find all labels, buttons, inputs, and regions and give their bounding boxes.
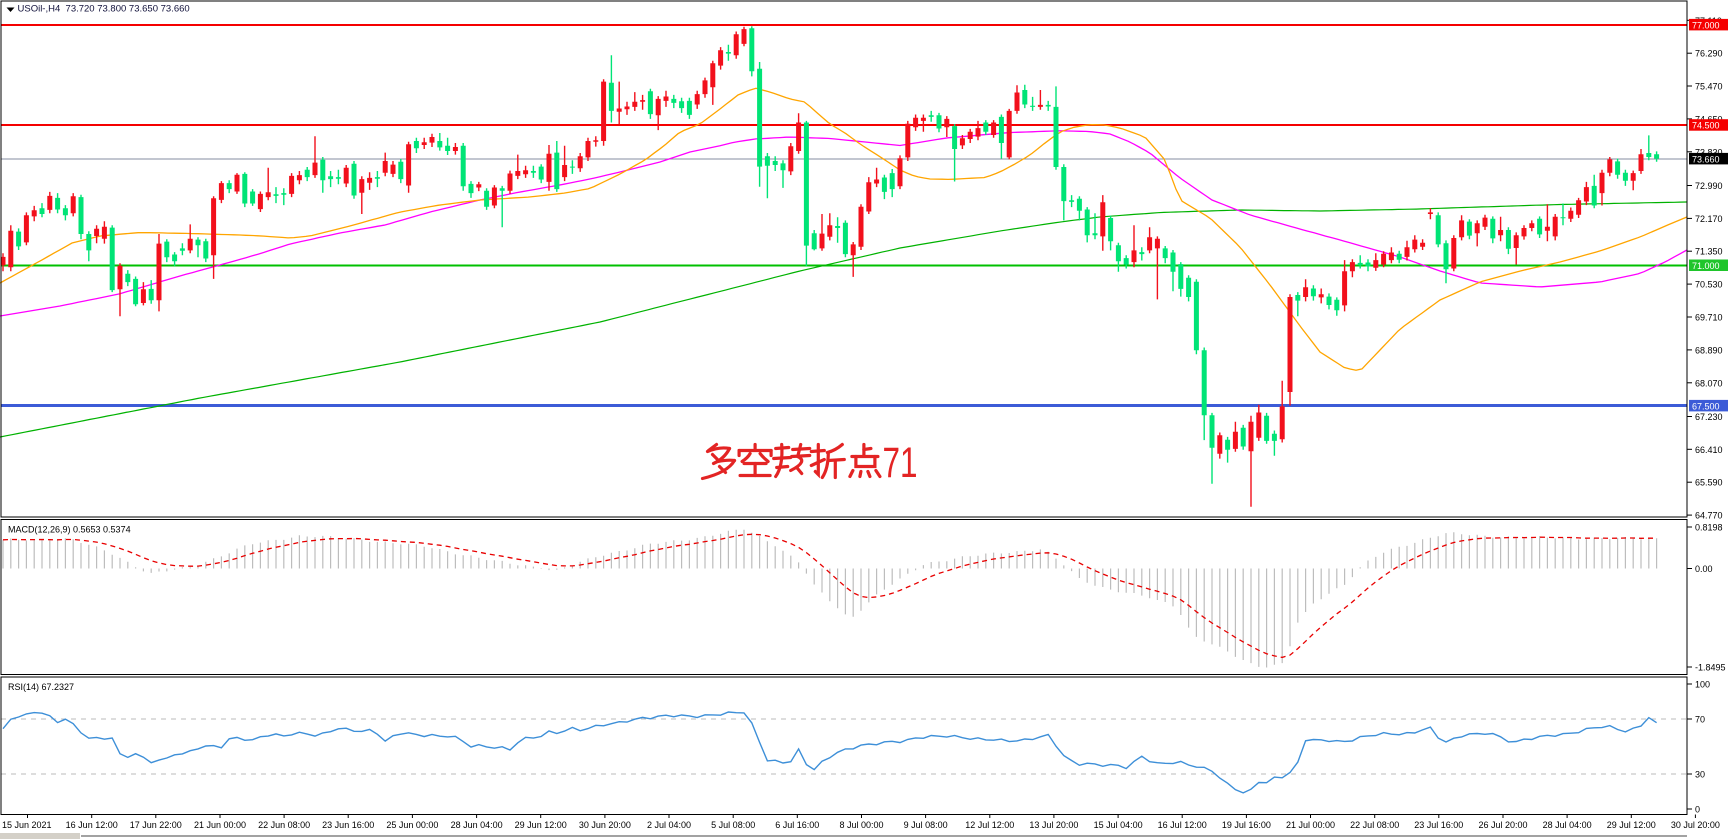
svg-text:72.990: 72.990 bbox=[1695, 181, 1723, 191]
svg-text:22 Jul 08:00: 22 Jul 08:00 bbox=[1350, 820, 1399, 830]
svg-text:RSI(14) 67.2327: RSI(14) 67.2327 bbox=[8, 682, 74, 692]
svg-text:76.290: 76.290 bbox=[1695, 49, 1723, 59]
svg-text:MACD(12,26,9) 0.5653 0.5374: MACD(12,26,9) 0.5653 0.5374 bbox=[8, 525, 131, 535]
svg-text:19 Jul 16:00: 19 Jul 16:00 bbox=[1222, 820, 1271, 830]
svg-text:26 Jul 20:00: 26 Jul 20:00 bbox=[1478, 820, 1527, 830]
svg-text:12 Jul 12:00: 12 Jul 12:00 bbox=[965, 820, 1014, 830]
svg-text:65.590: 65.590 bbox=[1695, 478, 1723, 488]
svg-text:17 Jun 22:00: 17 Jun 22:00 bbox=[130, 820, 182, 830]
svg-text:74.500: 74.500 bbox=[1692, 121, 1720, 131]
svg-text:64.770: 64.770 bbox=[1695, 511, 1723, 521]
svg-text:29 Jun 12:00: 29 Jun 12:00 bbox=[515, 820, 567, 830]
svg-text:0.00: 0.00 bbox=[1695, 564, 1713, 574]
svg-text:75.470: 75.470 bbox=[1695, 82, 1723, 92]
svg-text:21 Jul 00:00: 21 Jul 00:00 bbox=[1286, 820, 1335, 830]
svg-text:73.830: 73.830 bbox=[1695, 147, 1723, 157]
svg-text:21 Jun 00:00: 21 Jun 00:00 bbox=[194, 820, 246, 830]
svg-text:71: 71 bbox=[883, 439, 918, 487]
svg-text:9 Jul 08:00: 9 Jul 08:00 bbox=[904, 820, 948, 830]
svg-text:77.000: 77.000 bbox=[1692, 21, 1720, 31]
svg-text:69.710: 69.710 bbox=[1695, 313, 1723, 323]
svg-text:0: 0 bbox=[1695, 805, 1700, 815]
svg-text:6 Jul 16:00: 6 Jul 16:00 bbox=[775, 820, 819, 830]
svg-text:68.070: 68.070 bbox=[1695, 378, 1723, 388]
svg-text:67.230: 67.230 bbox=[1695, 412, 1723, 422]
svg-text:23 Jun 16:00: 23 Jun 16:00 bbox=[322, 820, 374, 830]
svg-text:73.660: 73.660 bbox=[1692, 154, 1720, 164]
svg-text:100: 100 bbox=[1695, 680, 1710, 690]
svg-text:30: 30 bbox=[1695, 770, 1705, 780]
svg-text:25 Jun 00:00: 25 Jun 00:00 bbox=[386, 820, 438, 830]
svg-text:71.000: 71.000 bbox=[1692, 261, 1720, 271]
svg-text:13 Jul 20:00: 13 Jul 20:00 bbox=[1029, 820, 1078, 830]
svg-text:28 Jul 04:00: 28 Jul 04:00 bbox=[1543, 820, 1592, 830]
svg-text:70.530: 70.530 bbox=[1695, 280, 1723, 290]
svg-text:22 Jun 08:00: 22 Jun 08:00 bbox=[258, 820, 310, 830]
svg-text:2 Jul 04:00: 2 Jul 04:00 bbox=[647, 820, 691, 830]
svg-text:USOil-,H4 73.720 73.800 73.65: USOil-,H4 73.720 73.800 73.650 73.660 bbox=[18, 4, 190, 15]
svg-text:15 Jun 2021: 15 Jun 2021 bbox=[2, 820, 52, 830]
svg-text:29 Jul 12:00: 29 Jul 12:00 bbox=[1607, 820, 1656, 830]
svg-text:-1.8495: -1.8495 bbox=[1695, 663, 1726, 673]
svg-text:23 Jul 16:00: 23 Jul 16:00 bbox=[1414, 820, 1463, 830]
svg-text:68.890: 68.890 bbox=[1695, 345, 1723, 355]
svg-text:28 Jun 04:00: 28 Jun 04:00 bbox=[451, 820, 503, 830]
svg-text:67.500: 67.500 bbox=[1692, 401, 1720, 411]
svg-text:70: 70 bbox=[1695, 715, 1705, 725]
svg-text:16 Jun 12:00: 16 Jun 12:00 bbox=[66, 820, 118, 830]
svg-text:0.8198: 0.8198 bbox=[1695, 523, 1723, 533]
svg-text:66.410: 66.410 bbox=[1695, 445, 1723, 455]
svg-text:5 Jul 08:00: 5 Jul 08:00 bbox=[711, 820, 755, 830]
svg-text:71.350: 71.350 bbox=[1695, 247, 1723, 257]
svg-text:30 Jul 20:00: 30 Jul 20:00 bbox=[1671, 820, 1720, 830]
svg-text:16 Jul 12:00: 16 Jul 12:00 bbox=[1158, 820, 1207, 830]
svg-text:8 Jul 00:00: 8 Jul 00:00 bbox=[839, 820, 883, 830]
svg-text:30 Jun 20:00: 30 Jun 20:00 bbox=[579, 820, 631, 830]
svg-text:15 Jul 04:00: 15 Jul 04:00 bbox=[1094, 820, 1143, 830]
svg-text:72.170: 72.170 bbox=[1695, 214, 1723, 224]
